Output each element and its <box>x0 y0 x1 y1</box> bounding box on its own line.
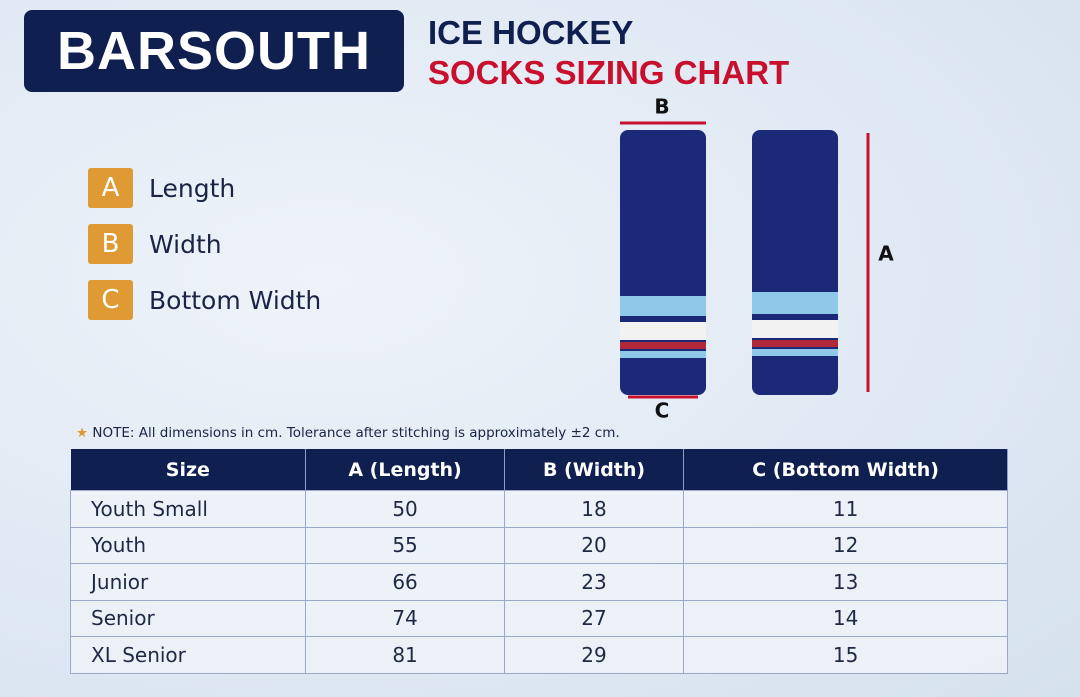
size-table: Size A (Length) B (Width) C (Bottom Width) Y… <box>69 449 1008 674</box>
table-cell: 14 <box>683 599 1008 637</box>
dimension-label: B <box>654 95 669 119</box>
sock <box>752 130 838 395</box>
sock <box>620 130 706 395</box>
legend-label: Length <box>149 173 236 203</box>
column-header: C (Bottom Width) <box>683 449 1008 491</box>
table-cell: 11 <box>683 490 1008 528</box>
title-line: SOCKS SIZING CHART <box>428 54 790 91</box>
table-cell: XL Senior <box>69 636 307 674</box>
legend-item: A Length <box>88 168 235 208</box>
legend-item: B Width <box>88 224 222 264</box>
table-row: Senior 74 27 14 <box>69 599 1008 637</box>
table-cell: 29 <box>503 636 685 674</box>
legend-badge: B <box>88 224 133 264</box>
table-cell: 23 <box>503 563 685 601</box>
dimension-label: A <box>878 242 894 266</box>
table-cell: 66 <box>305 563 505 601</box>
legend-item: C Bottom Width <box>88 280 321 320</box>
table-cell: Youth Small <box>69 490 307 528</box>
title-line: ICE HOCKEY <box>428 14 634 51</box>
table-cell: 81 <box>305 636 505 674</box>
table-cell: 27 <box>503 599 685 637</box>
logo: BARSOUTH <box>24 10 404 92</box>
table-row: XL Senior 81 29 15 <box>69 636 1008 674</box>
table-cell: 15 <box>683 636 1008 674</box>
table-cell: 12 <box>683 526 1008 564</box>
table-cell: 18 <box>503 490 685 528</box>
column-header: A (Length) <box>305 449 505 491</box>
legend-label: Width <box>149 229 222 259</box>
column-header: B (Width) <box>504 449 685 491</box>
table-row: Youth Small 50 18 11 <box>69 490 1008 528</box>
table-cell: 50 <box>305 490 505 528</box>
table-cell: Senior <box>69 599 307 637</box>
table-row: Youth 55 20 12 <box>69 526 1008 564</box>
table-cell: 55 <box>305 526 505 564</box>
table-cell: 20 <box>503 526 685 564</box>
table-row: Junior 66 23 13 <box>69 563 1008 601</box>
table-cell: Junior <box>69 563 307 601</box>
column-header: Size <box>70 449 307 491</box>
legend-badge: A <box>88 168 133 208</box>
legend-badge: C <box>88 280 133 320</box>
note: NOTE: All dimensions in cm. Tolerance af… <box>76 425 619 441</box>
dimension-label: C <box>655 399 670 423</box>
table-cell: 74 <box>305 599 505 637</box>
table-cell: Youth <box>69 526 307 564</box>
table-cell: 13 <box>683 563 1008 601</box>
legend-label: Bottom Width <box>149 285 322 315</box>
